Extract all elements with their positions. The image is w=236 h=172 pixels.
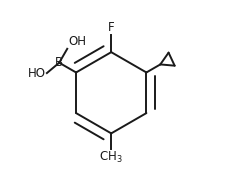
- Text: F: F: [108, 21, 114, 34]
- Text: HO: HO: [28, 67, 46, 80]
- Text: B: B: [55, 56, 63, 69]
- Text: CH$_3$: CH$_3$: [99, 149, 123, 165]
- Text: OH: OH: [68, 35, 86, 48]
